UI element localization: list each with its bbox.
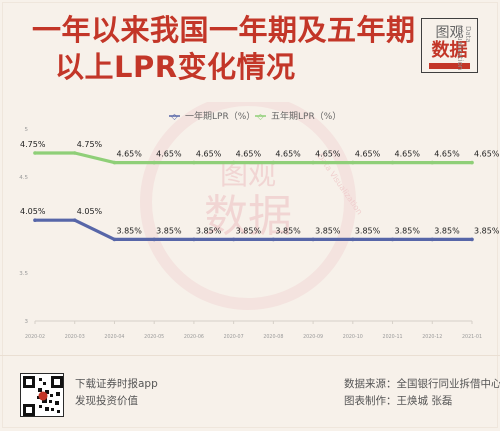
x-tick-label-10: 2020-11 [383, 334, 403, 340]
series-1-point-11 [430, 237, 435, 242]
series-2-label-3: 4.65% [116, 150, 142, 159]
brand-logo-border [421, 18, 478, 73]
x-tick-label-4: 2020-05 [144, 334, 164, 340]
legend-marker-icon-1: ◇ [171, 112, 178, 121]
data-source: 数据来源：全国银行同业拆借中心 [344, 378, 500, 390]
series-1-point-5 [192, 237, 196, 242]
series-2-label-10: 4.65% [395, 150, 421, 159]
series-1-point-2 [72, 218, 77, 222]
series-1-point-1 [33, 218, 37, 222]
series-1-label-11: 3.85% [434, 226, 460, 235]
chart-title-line-1: 一年以来我国一年期及五年期 [32, 13, 416, 47]
series-2-point-2 [72, 151, 77, 155]
brand-logo-bottom-text: 数据 [431, 40, 468, 61]
brand-logo-top-text: 图观 [435, 25, 464, 41]
x-tick-label-5: 2020-06 [184, 334, 204, 340]
brand-logo-red-bar [429, 63, 470, 69]
series-1-point-8 [311, 237, 315, 242]
series-2-label-4: 4.65% [156, 150, 182, 159]
series-2-label-8: 4.65% [315, 150, 341, 159]
chart-credit: 图表制作：王焕城 张磊 [344, 395, 453, 407]
series-1-point-3 [112, 237, 117, 242]
header: 一年以来我国一年期及五年期 以上LPR变化情况 图观 数据 Data Visua… [0, 0, 500, 100]
series-2-point-11 [430, 160, 435, 165]
legend-label-2: 五年期LPR（%） [271, 110, 341, 122]
series-1-point-9 [351, 237, 355, 242]
series-2-point-10 [390, 160, 395, 165]
series-1-point-12 [470, 237, 474, 242]
chart-title-line-2: 以上LPR变化情况 [55, 50, 296, 84]
series-1-label-5: 3.85% [196, 226, 222, 235]
x-tick-label-11: 2020-12 [422, 334, 442, 340]
series-2-point-12 [470, 160, 474, 165]
download-note-line-1: 下载证券时报app [75, 378, 158, 390]
y-tick-label-1: 5 [25, 127, 29, 133]
series-1-label-1: 4.05% [20, 207, 46, 216]
series-2-label-1: 4.75% [20, 140, 46, 149]
chart-area: 图观 数据 Data Visualization ◇ 一年期LPR（%） ◇ 五年期L… [0, 94, 500, 352]
x-tick-label-6: 2020-07 [224, 334, 244, 340]
legend-item-1: ◇ 一年期LPR（%） [169, 110, 255, 122]
series-2-label-7: 4.65% [275, 150, 301, 159]
legend-layer: ◇ 一年期LPR（%） ◇ 五年期LPR（%） [169, 110, 341, 122]
series-2-point-8 [311, 160, 315, 165]
axis-layer: 2020-02 2020-03 2020-04 2020-05 2020-06 2020-… [19, 127, 482, 340]
y-tick-label-4: 3 [25, 319, 29, 325]
series-2-label-2: 4.75% [77, 140, 103, 149]
footer: 下载证券时报app 发现投资价值 数据来源：全国银行同业拆借中心 图表制作：王焕… [0, 355, 500, 431]
series-2-point-4 [152, 160, 156, 165]
x-tick-label-3: 2020-04 [104, 334, 124, 340]
watermark-layer: 图观 数据 Data Visualization [140, 94, 364, 310]
brand-logo-side-text: Data Visualization [456, 26, 472, 71]
x-tick-label-7: 2020-08 [263, 334, 283, 340]
series-2-label-5: 4.65% [196, 150, 222, 159]
series-line-2 [33, 151, 474, 165]
series-2-label-12: 4.65% [474, 150, 500, 159]
qr-code-icon [20, 373, 64, 417]
brand-logo: 图观 数据 Data Visualization [421, 18, 478, 73]
series-1-point-10 [390, 237, 395, 242]
series-2-label-11: 4.65% [434, 150, 460, 159]
y-tick-label-3: 3.5 [19, 271, 28, 277]
series-2-point-9 [351, 160, 355, 165]
series-1-point-6 [231, 237, 236, 242]
x-tick-label-1: 2020-02 [25, 334, 45, 340]
x-tick-label-9: 2020-10 [343, 334, 363, 340]
series-1-label-3: 3.85% [116, 226, 142, 235]
series-layer: 4.05% 4.05% 3.85% 3.85% 3.85% 3.85% 3.85% 3.85%… [20, 140, 500, 242]
x-tick-label-2: 2020-03 [65, 334, 85, 340]
watermark-bottom-text: 数据 [204, 191, 292, 242]
legend-label-1: 一年期LPR（%） [185, 110, 255, 122]
series-2-point-1 [33, 151, 37, 155]
series-1-point-4 [152, 237, 156, 242]
series-2-label-9: 4.65% [355, 150, 381, 159]
series-2-point-3 [112, 160, 117, 165]
series-2-point-6 [231, 160, 236, 165]
download-note: 下载证券时报app 发现投资价值 [75, 376, 158, 410]
series-1-label-8: 3.85% [315, 226, 341, 235]
series-2-point-7 [271, 160, 276, 165]
lpr-line-chart: 图观 数据 Data Visualization ◇ 一年期LPR（%） ◇ 五年期L… [19, 94, 500, 340]
y-tick-label-2: 4.5 [19, 175, 28, 181]
series-2-point-5 [192, 160, 196, 165]
series-1-label-9: 3.85% [355, 226, 381, 235]
legend-item-2: ◇ 五年期LPR（%） [255, 110, 341, 122]
series-1-label-7: 3.85% [275, 226, 301, 235]
chart-title: 一年以来我国一年期及五年期 以上LPR变化情况 [32, 12, 416, 86]
x-tick-label-12: 2021-01 [462, 334, 482, 340]
download-note-line-2: 发现投资价值 [75, 395, 138, 407]
series-2-label-6: 4.65% [236, 150, 262, 159]
series-1-label-4: 3.85% [156, 226, 182, 235]
source-credit: 数据来源：全国银行同业拆借中心 图表制作：王焕城 张磊 [344, 376, 500, 410]
x-tick-label-8: 2020-09 [303, 334, 323, 340]
series-line-1 [33, 218, 474, 241]
legend-marker-icon-2: ◇ [257, 112, 264, 121]
qr-code-pattern [23, 376, 63, 416]
series-1-point-7 [271, 237, 276, 242]
series-1-label-12: 3.85% [474, 226, 500, 235]
series-1-label-10: 3.85% [395, 226, 421, 235]
series-1-label-6: 3.85% [236, 226, 262, 235]
series-1-label-2: 4.05% [77, 207, 103, 216]
